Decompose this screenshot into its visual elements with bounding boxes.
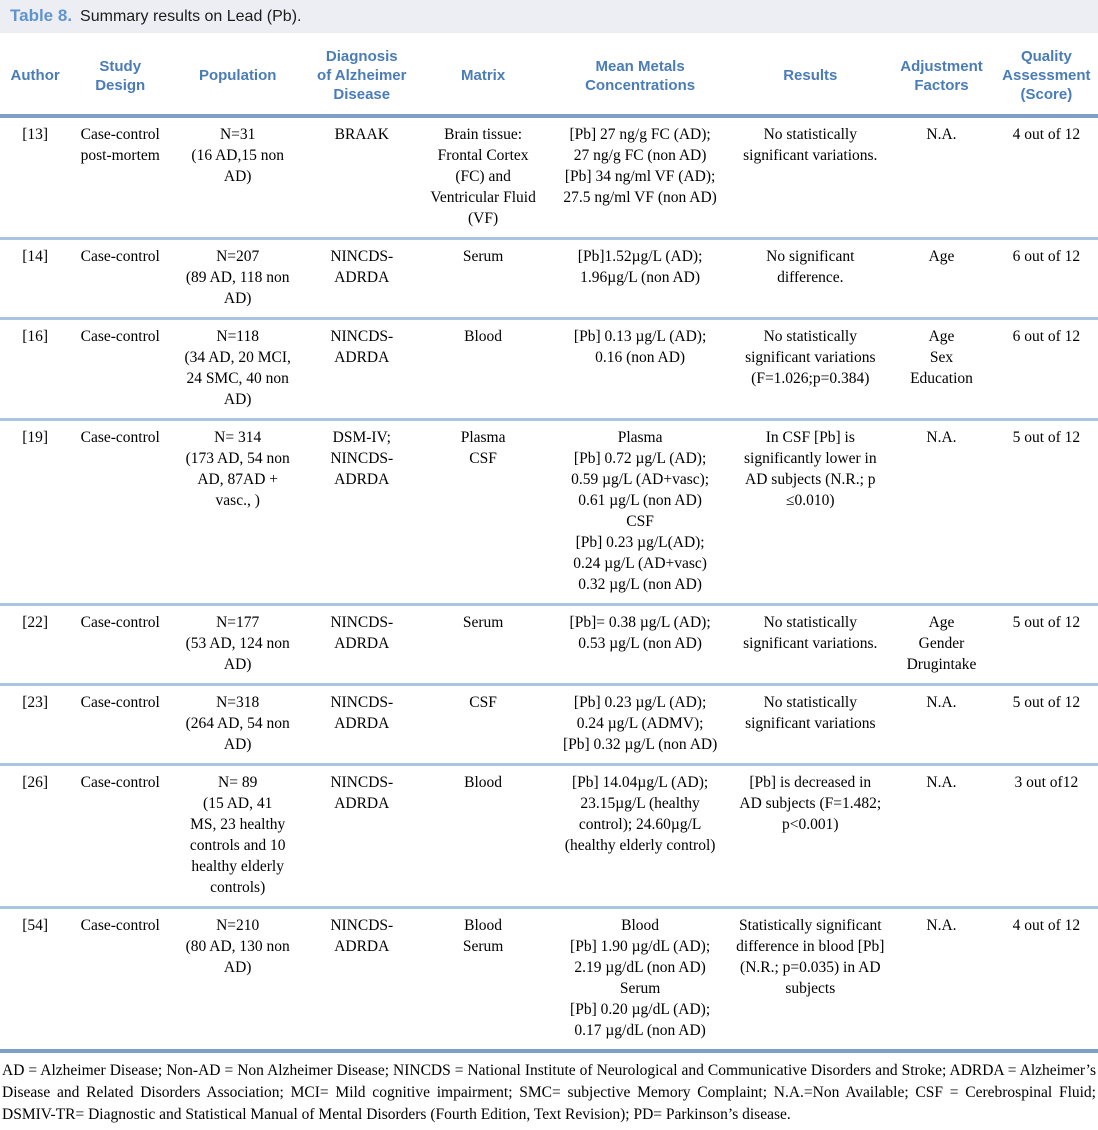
results-cell: Statistically significant difference in …	[736, 917, 885, 997]
study-design-cell: Case-control	[80, 774, 160, 791]
table-row: [19] Case-control N= 314 (173 AD, 54 non…	[0, 420, 1098, 605]
results-cell: No statistically significant variations	[745, 694, 876, 732]
matrix-cell: CSF	[469, 694, 497, 711]
quality-cell: 3 out of12	[1014, 774, 1079, 791]
quality-cell: 4 out of 12	[1012, 126, 1081, 143]
table-row: [16] Case-control N=118 (34 AD, 20 MCI, …	[0, 319, 1098, 420]
author-cell: [23]	[22, 694, 49, 711]
diagnosis-cell: NINCDS- ADRDA	[330, 694, 394, 732]
adjustment-cell: Age Gender Drugintake	[906, 614, 977, 673]
adjustment-cell: N.A.	[926, 774, 957, 791]
column-header-study-design: Study Design	[95, 57, 146, 94]
results-cell: No statistically significant variations.	[743, 126, 878, 164]
table-row: [54] Case-control N=210 (80 AD, 130 non …	[0, 908, 1098, 1051]
concentrations-cell: [Pb]= 0.38 µg/L (AD); 0.53 µg/L (non AD)	[569, 614, 711, 652]
results-cell: In CSF [Pb] is significantly lower in AD…	[743, 429, 877, 509]
column-header-adjustment: Adjustment Factors	[900, 57, 983, 94]
table-title-text: Summary results on Lead (Pb).	[80, 8, 302, 25]
table-row: [23] Case-control N=318 (264 AD, 54 non …	[0, 685, 1098, 765]
table-row: [26] Case-control N= 89 (15 AD, 41 MS, 2…	[0, 765, 1098, 908]
diagnosis-cell: NINCDS- ADRDA	[330, 774, 394, 812]
header-row: Author Study Design Population Diagnosis…	[0, 37, 1098, 116]
table-row: [13] Case-control post-mortem N=31 (16 A…	[0, 116, 1098, 239]
table-caption: Table 8. Summary results on Lead (Pb).	[0, 0, 1098, 33]
study-design-cell: Case-control post-mortem	[80, 126, 160, 164]
matrix-cell: Blood Serum	[462, 917, 504, 955]
matrix-cell: Blood	[464, 328, 503, 345]
diagnosis-cell: DSM-IV; NINCDS- ADRDA	[330, 429, 394, 488]
author-cell: [16]	[22, 328, 49, 345]
study-design-cell: Case-control	[80, 248, 160, 265]
population-cell: N=318 (264 AD, 54 non AD)	[185, 694, 290, 753]
table-number-label: Table 8.	[10, 6, 73, 25]
author-cell: [26]	[22, 774, 49, 791]
adjustment-cell: Age	[928, 248, 955, 265]
population-cell: N=210 (80 AD, 130 non AD)	[185, 917, 290, 976]
adjustment-cell: Age Sex Education	[910, 328, 973, 387]
diagnosis-cell: NINCDS- ADRDA	[330, 917, 394, 955]
diagnosis-cell: BRAAK	[334, 126, 389, 143]
results-cell: [Pb] is decreased in AD subjects (F=1.48…	[739, 774, 882, 833]
adjustment-cell: N.A.	[926, 126, 957, 143]
quality-cell: 6 out of 12	[1012, 328, 1081, 345]
column-header-quality: Quality Assessment (Score)	[1002, 48, 1091, 103]
column-header-matrix: Matrix	[461, 67, 506, 84]
concentrations-cell: [Pb]1.52µg/L (AD); 1.96µg/L (non AD)	[577, 248, 703, 286]
study-design-cell: Case-control	[80, 917, 160, 934]
matrix-cell: Plasma CSF	[460, 429, 506, 467]
concentrations-cell: [Pb] 27 ng/g FC (AD); 27 ng/g FC (non AD…	[563, 126, 717, 206]
author-cell: [14]	[22, 248, 49, 265]
study-design-cell: Case-control	[80, 429, 160, 446]
adjustment-cell: N.A.	[926, 917, 957, 934]
population-cell: N=118 (34 AD, 20 MCI, 24 SMC, 40 non AD)	[184, 328, 291, 408]
concentrations-cell: Plasma [Pb] 0.72 µg/L (AD); 0.59 µg/L (A…	[571, 429, 710, 593]
quality-cell: 4 out of 12	[1012, 917, 1081, 934]
diagnosis-cell: NINCDS- ADRDA	[330, 614, 394, 652]
quality-cell: 5 out of 12	[1012, 694, 1081, 711]
summary-table: Author Study Design Population Diagnosis…	[0, 37, 1098, 1053]
quality-cell: 5 out of 12	[1012, 614, 1081, 631]
author-cell: [22]	[22, 614, 49, 631]
matrix-cell: Serum	[462, 248, 504, 265]
table-footnote: AD = Alzheimer Disease; Non-AD = Non Alz…	[2, 1062, 1096, 1123]
table-row: [22] Case-control N=177 (53 AD, 124 non …	[0, 605, 1098, 685]
column-header-population: Population	[198, 67, 277, 84]
diagnosis-cell: NINCDS- ADRDA	[330, 328, 394, 366]
table-row: [14] Case-control N=207 (89 AD, 118 non …	[0, 239, 1098, 319]
study-design-cell: Case-control	[80, 328, 160, 345]
column-header-author: Author	[10, 67, 60, 84]
results-cell: No statistically significant variations …	[745, 328, 876, 387]
concentrations-cell: [Pb] 14.04µg/L (AD); 23.15µg/L (healthy …	[564, 774, 716, 854]
author-cell: [13]	[22, 126, 49, 143]
adjustment-cell: N.A.	[926, 429, 957, 446]
population-cell: N=207 (89 AD, 118 non AD)	[185, 248, 290, 307]
results-cell: No significant difference.	[766, 248, 855, 286]
population-cell: N=31 (16 AD,15 non AD)	[191, 126, 284, 185]
population-cell: N=177 (53 AD, 124 non AD)	[185, 614, 290, 673]
study-design-cell: Case-control	[80, 694, 160, 711]
quality-cell: 6 out of 12	[1012, 248, 1081, 265]
population-cell: N= 89 (15 AD, 41 MS, 23 healthy controls…	[189, 774, 286, 896]
column-header-concentrations: Mean Metals Concentrations	[585, 57, 696, 94]
study-design-cell: Case-control	[80, 614, 160, 631]
author-cell: [19]	[22, 429, 49, 446]
column-header-results: Results	[783, 67, 838, 84]
results-cell: No statistically significant variations.	[743, 614, 878, 652]
concentrations-cell: [Pb] 0.13 µg/L (AD); 0.16 (non AD)	[573, 328, 707, 366]
matrix-cell: Serum	[462, 614, 504, 631]
adjustment-cell: N.A.	[926, 694, 957, 711]
matrix-cell: Brain tissue: Frontal Cortex (FC) and Ve…	[430, 126, 536, 227]
author-cell: [54]	[22, 917, 49, 934]
concentrations-cell: Blood [Pb] 1.90 µg/dL (AD); 2.19 µg/dL (…	[570, 917, 711, 1039]
concentrations-cell: [Pb] 0.23 µg/L (AD); 0.24 µg/L (ADMV); […	[562, 694, 718, 753]
quality-cell: 5 out of 12	[1012, 429, 1081, 446]
population-cell: N= 314 (173 AD, 54 non AD, 87AD + vasc.,…	[185, 429, 290, 509]
column-header-diagnosis: Diagnosis of Alzheimer Disease	[317, 48, 407, 103]
diagnosis-cell: NINCDS- ADRDA	[330, 248, 394, 286]
matrix-cell: Blood	[464, 774, 503, 791]
